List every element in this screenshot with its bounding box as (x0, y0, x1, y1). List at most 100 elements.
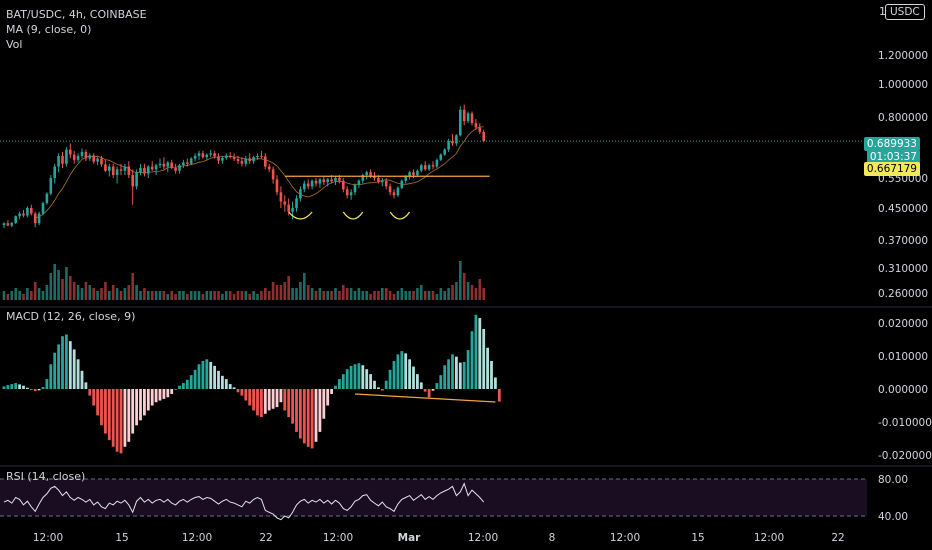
candle (41, 201, 45, 216)
candle (240, 157, 244, 167)
volume-bar (14, 288, 17, 300)
macd-bar (68, 341, 72, 389)
volume-bar (439, 288, 443, 300)
macd-bar (228, 384, 232, 389)
candle (271, 166, 275, 184)
candle (408, 170, 411, 180)
rsi-tick-label: 40.00 (878, 511, 908, 523)
candle-body (377, 178, 380, 183)
macd-bar (143, 389, 146, 416)
candle (127, 161, 131, 178)
candle-body (6, 223, 10, 226)
volume-bar (252, 291, 255, 300)
macd-bar (419, 382, 423, 389)
candle (248, 153, 251, 164)
macd-bar (353, 364, 357, 389)
macd-bar (84, 382, 88, 389)
macd-bar (158, 389, 162, 401)
volume-bar (369, 294, 372, 300)
candle (318, 178, 322, 188)
candle (6, 220, 10, 227)
candle-body (470, 113, 474, 124)
candle (135, 169, 138, 190)
macd-bar (275, 389, 279, 408)
candle-body (186, 162, 189, 164)
candle (26, 206, 29, 218)
volume-bar (373, 291, 376, 300)
volume-bar (45, 285, 49, 300)
candle (470, 111, 474, 126)
volume-bar (88, 285, 92, 300)
candle-body (65, 149, 68, 164)
time-tick-label: 12:00 (754, 532, 784, 544)
macd-bar (57, 344, 60, 389)
macd-bar (322, 389, 326, 419)
candle-body (462, 109, 466, 122)
volume-bar (244, 291, 248, 300)
macd-bar (330, 389, 333, 394)
volume-bar (57, 270, 60, 300)
candle (357, 179, 361, 188)
volume-bar (150, 291, 154, 300)
candle (306, 179, 310, 190)
candle (275, 175, 279, 196)
candle-body (193, 155, 197, 159)
volume-bar (295, 288, 298, 300)
candle (264, 153, 267, 170)
candle-body (369, 172, 372, 176)
volume-bar (33, 282, 37, 300)
volume-bar (330, 291, 333, 300)
macd-bar (49, 364, 53, 389)
candle (283, 195, 287, 212)
volume-bar (334, 288, 337, 300)
volume-bar (420, 285, 423, 300)
macd-legend: MACD (12, 26, close, 9) (6, 310, 136, 323)
volume-bar (111, 285, 115, 300)
macd-bar (174, 389, 177, 390)
volume-bar (377, 291, 380, 300)
candle (69, 143, 72, 159)
volume-bar (123, 288, 127, 300)
candle (119, 163, 123, 176)
candle (197, 150, 201, 160)
candle-body (213, 153, 216, 157)
candle-body (119, 169, 123, 171)
volume-bar (2, 291, 6, 300)
volume-bar (326, 291, 329, 300)
macd-bar (26, 387, 29, 389)
candle-body (349, 192, 353, 196)
current-price-tag: 0.689933 (863, 137, 920, 151)
candle (100, 155, 103, 167)
macd-bar (369, 374, 372, 389)
candle-body (158, 163, 162, 166)
volume-bar (291, 288, 294, 300)
candle-body (33, 213, 37, 224)
macd-bar (18, 384, 21, 389)
candle (205, 153, 209, 160)
candle (108, 163, 111, 177)
macd-bar (497, 389, 501, 402)
candle-body (357, 180, 361, 185)
candle-body (345, 189, 349, 196)
currency-button[interactable]: USDC (885, 4, 925, 20)
candle (193, 153, 197, 162)
rsi-line (3, 482, 485, 521)
candle (76, 153, 80, 163)
macd-bar (104, 389, 107, 434)
macd-bar (267, 389, 271, 411)
macd-bar (256, 389, 259, 416)
candle-body (69, 149, 72, 155)
candle (236, 155, 240, 164)
macd-tick-label: -0.010000 (878, 417, 932, 429)
candle-body (287, 204, 290, 212)
macd-bar (10, 384, 14, 389)
volume-bar (318, 288, 322, 300)
candle (53, 163, 56, 184)
macd-bar (291, 389, 294, 424)
macd-bar (435, 383, 439, 389)
macd-bar (451, 354, 454, 389)
candle (166, 161, 170, 173)
macd-bar (423, 389, 427, 392)
candle-body (30, 208, 33, 214)
